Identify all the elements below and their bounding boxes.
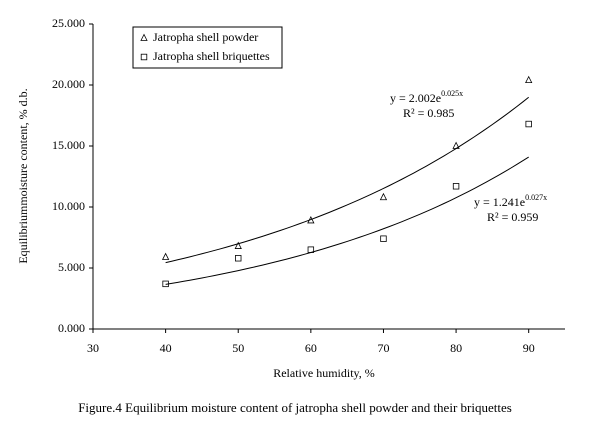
data-point bbox=[162, 280, 169, 288]
y-tick-label: 10.000 bbox=[52, 199, 85, 213]
legend-marker bbox=[140, 53, 148, 61]
y-tick-label: 25.000 bbox=[52, 16, 85, 30]
legend-label: Jatropha shell briquettes bbox=[153, 49, 270, 63]
y-tick-label: 0.000 bbox=[58, 321, 85, 335]
caption: Figure.4 Equilibrium moisture content of… bbox=[78, 400, 512, 415]
data-point bbox=[234, 241, 242, 249]
y-tick-label: 20.000 bbox=[52, 77, 85, 91]
x-tick-label: 80 bbox=[450, 341, 462, 355]
trendline-equation: y = 1.241e0.027x bbox=[474, 193, 547, 209]
data-point bbox=[307, 216, 315, 224]
data-point bbox=[379, 192, 388, 201]
x-tick-label: 50 bbox=[232, 341, 244, 355]
x-tick-label: 40 bbox=[160, 341, 172, 355]
data-point bbox=[452, 141, 460, 149]
equation-base: y = 1.241e bbox=[474, 195, 525, 209]
y-axis-title: Equilibriummoisture content, % d.b. bbox=[16, 88, 30, 263]
y-tick-label: 5.000 bbox=[58, 260, 85, 274]
data-point bbox=[380, 235, 387, 242]
legend-box bbox=[132, 26, 283, 69]
x-axis-title: Relative humidity, % bbox=[273, 366, 375, 380]
data-point bbox=[525, 75, 533, 84]
equation-exponent: 0.025x bbox=[441, 89, 463, 98]
trendline bbox=[165, 96, 529, 264]
y-tick-label: 15.000 bbox=[52, 138, 85, 152]
trendline-r2: R² = 0.985 bbox=[403, 106, 454, 120]
x-tick-label: 60 bbox=[305, 341, 317, 355]
data-point bbox=[235, 255, 242, 262]
trendline-equation: y = 2.002e0.025x bbox=[390, 89, 463, 105]
data-point bbox=[161, 252, 170, 260]
x-tick-label: 90 bbox=[523, 341, 535, 355]
trendline bbox=[165, 156, 529, 285]
data-point bbox=[525, 120, 532, 128]
x-tick-label: 30 bbox=[87, 341, 99, 355]
legend-label: Jatropha shell powder bbox=[153, 30, 258, 44]
legend-marker bbox=[140, 33, 148, 41]
x-tick-label: 70 bbox=[377, 341, 389, 355]
trendline-r2: R² = 0.959 bbox=[487, 210, 538, 224]
equation-exponent: 0.027x bbox=[525, 193, 547, 202]
data-point bbox=[452, 183, 460, 190]
equation-base: y = 2.002e bbox=[390, 91, 441, 105]
data-point bbox=[307, 246, 315, 253]
